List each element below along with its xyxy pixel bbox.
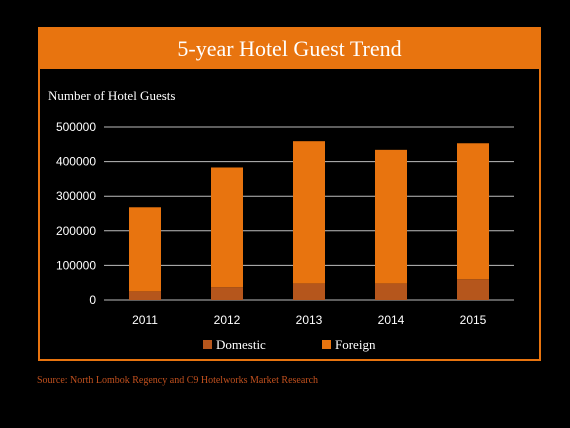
legend-label-foreign: Foreign — [335, 337, 376, 352]
y-tick-labels: 0 100000 200000 300000 400000 500000 — [56, 120, 96, 307]
x-tick-label: 2013 — [296, 313, 323, 327]
x-tick-label: 2012 — [214, 313, 241, 327]
bar-foreign-2015 — [457, 143, 489, 280]
bar-domestic-2013 — [293, 283, 325, 300]
bar-domestic-2011 — [129, 291, 161, 300]
y-tick-label: 100000 — [56, 258, 96, 272]
x-tick-label: 2015 — [460, 313, 487, 327]
legend: Domestic Foreign — [203, 337, 376, 352]
legend-label-domestic: Domestic — [216, 337, 266, 352]
bar-foreign-2013 — [293, 141, 325, 284]
y-tick-label: 400000 — [56, 155, 96, 169]
bar-foreign-2012 — [211, 167, 243, 288]
x-tick-label: 2014 — [378, 313, 405, 327]
bar-domestic-2012 — [211, 287, 243, 300]
legend-swatch-domestic — [203, 340, 212, 349]
x-tick-labels: 2011 2012 2013 2014 2015 — [132, 313, 487, 327]
bars — [129, 141, 489, 300]
legend-swatch-foreign — [322, 340, 331, 349]
chart-title: 5-year Hotel Guest Trend — [40, 29, 539, 69]
bar-domestic-2014 — [375, 283, 407, 300]
y-axis-label: Number of Hotel Guests — [48, 88, 176, 103]
y-tick-label: 500000 — [56, 120, 96, 134]
x-tick-label: 2011 — [132, 313, 158, 327]
y-tick-label: 0 — [89, 293, 96, 307]
source-note: Source: North Lombok Regency and C9 Hote… — [37, 375, 319, 386]
y-tick-label: 300000 — [56, 189, 96, 203]
bar-foreign-2014 — [375, 149, 407, 284]
bar-foreign-2011 — [129, 207, 161, 292]
bar-domestic-2015 — [457, 279, 489, 300]
y-tick-label: 200000 — [56, 224, 96, 238]
